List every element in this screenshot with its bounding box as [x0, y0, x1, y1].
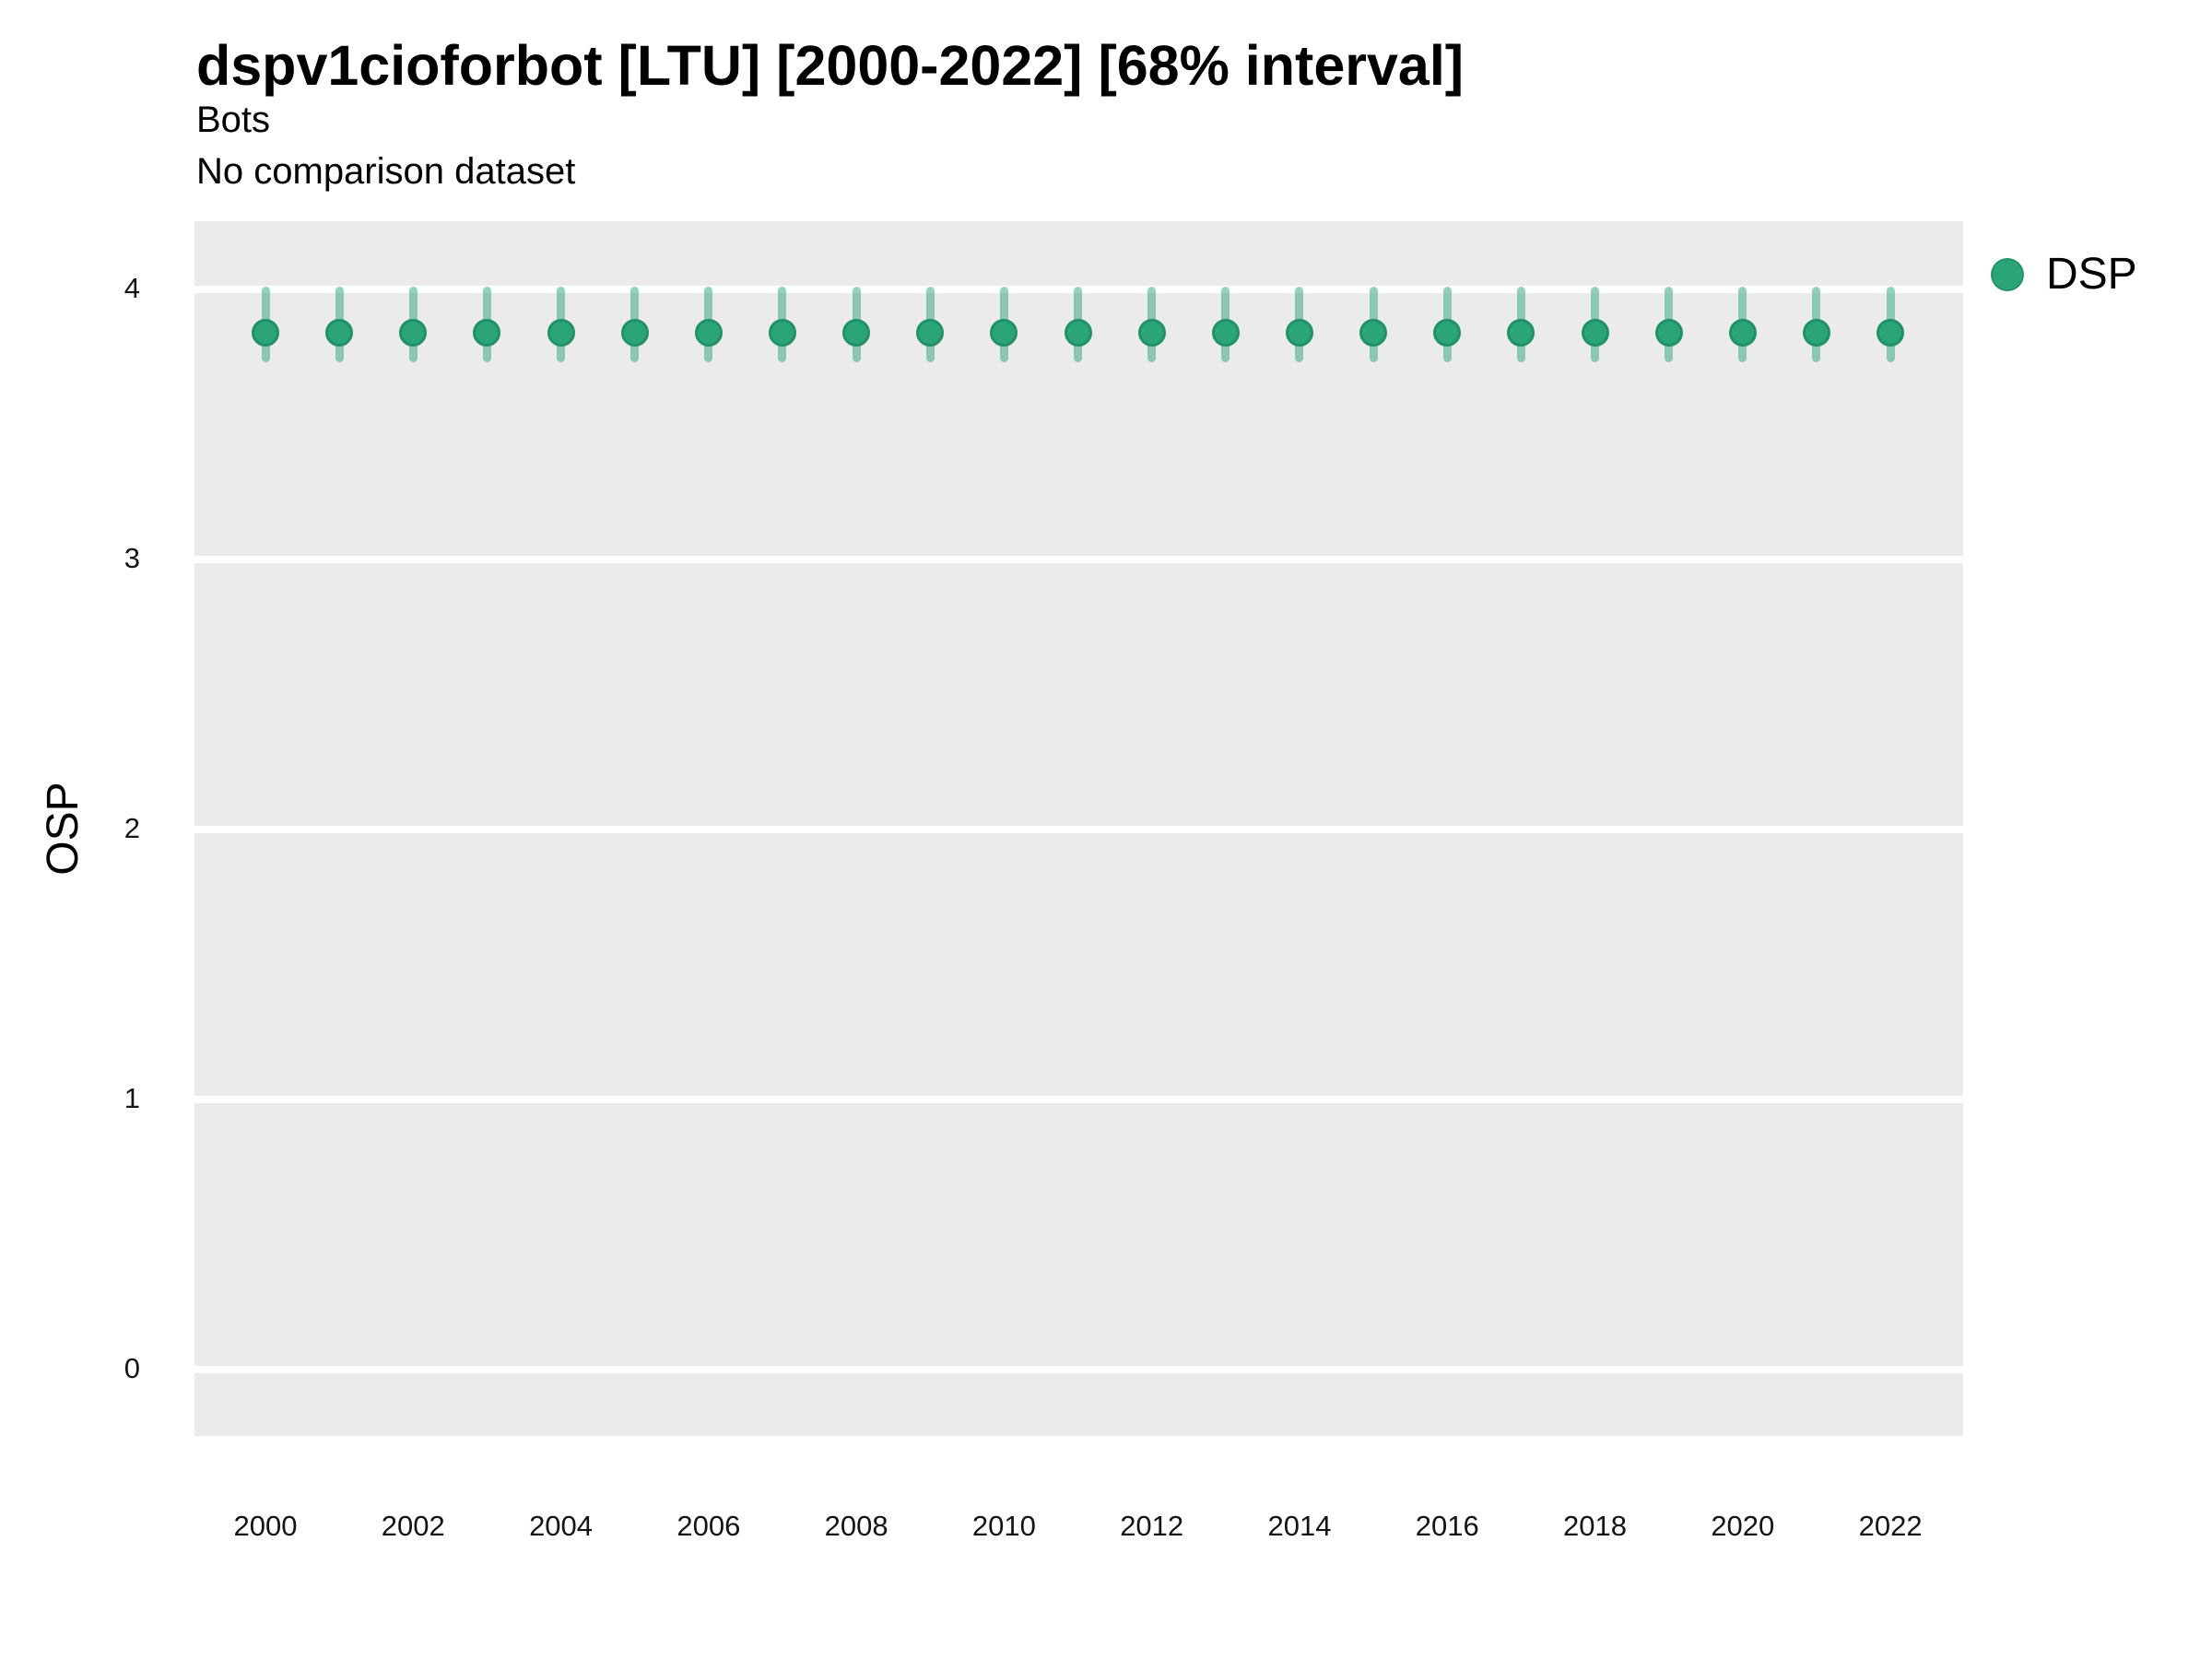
data-point-2014: [1285, 318, 1313, 347]
x-tick-label-2008: 2008: [824, 1510, 888, 1542]
data-point-2016: [1433, 318, 1462, 347]
data-point-2010: [990, 318, 1018, 347]
data-point-2018: [1581, 318, 1609, 347]
x-tick-label-2020: 2020: [1711, 1510, 1775, 1542]
x-tick-label-2000: 2000: [233, 1510, 298, 1542]
data-point-2013: [1211, 318, 1240, 347]
data-point-2005: [620, 318, 649, 347]
data-point-2006: [694, 318, 723, 347]
gridline-y-1: [194, 1096, 1963, 1103]
x-tick-label-2016: 2016: [1415, 1510, 1479, 1542]
data-point-2015: [1359, 318, 1388, 347]
x-tick-label-2010: 2010: [971, 1510, 1036, 1542]
data-point-2009: [916, 318, 945, 347]
legend-label-dsp: DSP: [2046, 250, 2137, 299]
data-point-2001: [325, 318, 354, 347]
x-tick-label-2014: 2014: [1267, 1510, 1332, 1542]
x-tick-label-2004: 2004: [529, 1510, 594, 1542]
gridline-y-0: [194, 1366, 1963, 1373]
y-tick-label-2: 2: [124, 812, 140, 844]
data-point-2004: [547, 318, 575, 347]
y-tick-label-0: 0: [124, 1352, 140, 1384]
data-point-2017: [1507, 318, 1535, 347]
chart-subtitle-comparison: No comparison dataset: [196, 151, 576, 192]
chart-subtitle-bots: Bots: [196, 100, 271, 140]
x-tick-label-2006: 2006: [677, 1510, 741, 1542]
gridline-y-3: [194, 556, 1963, 563]
data-point-2011: [1064, 318, 1092, 347]
data-point-2003: [473, 318, 501, 347]
data-point-2020: [1728, 318, 1757, 347]
y-tick-label-1: 1: [124, 1082, 140, 1114]
legend: DSP: [1991, 249, 2137, 300]
data-point-2002: [399, 318, 428, 347]
x-tick-label-2018: 2018: [1563, 1510, 1627, 1542]
y-tick-label-4: 4: [124, 272, 140, 304]
x-tick-label-2012: 2012: [1120, 1510, 1184, 1542]
data-point-2022: [1877, 318, 1905, 347]
legend-key-dsp-icon: [1991, 257, 2024, 291]
data-point-2000: [252, 318, 279, 347]
x-tick-label-2022: 2022: [1858, 1510, 1923, 1542]
x-tick-label-2002: 2002: [381, 1510, 445, 1542]
data-point-2012: [1137, 318, 1166, 347]
plot-panel: [194, 221, 1963, 1436]
data-point-2021: [1802, 318, 1830, 347]
data-point-2019: [1654, 318, 1683, 347]
chart-title: dspv1cioforbot [LTU] [2000-2022] [68% in…: [196, 34, 1465, 97]
data-point-2007: [768, 318, 796, 347]
y-tick-label-3: 3: [124, 542, 140, 574]
data-point-2008: [842, 318, 871, 347]
gridline-y-2: [194, 826, 1963, 833]
